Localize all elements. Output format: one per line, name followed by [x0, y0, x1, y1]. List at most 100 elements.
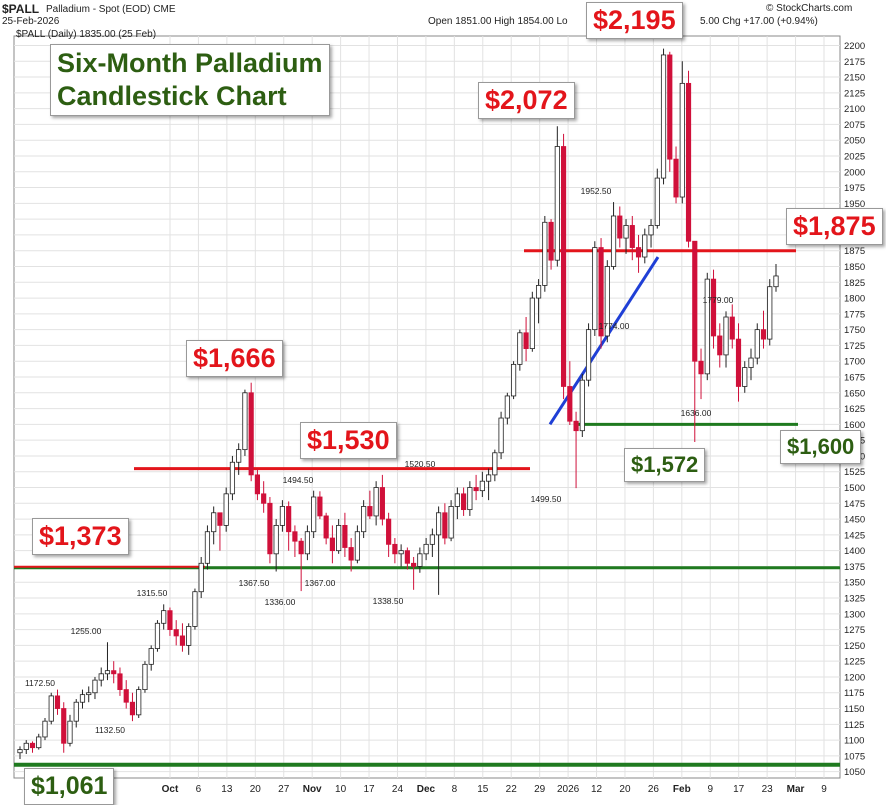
x-tick-label: 20	[250, 784, 262, 795]
ohlc-readout-tail: 5.00 Chg +17.00 (+0.94%)	[700, 16, 818, 27]
price-label: 1255.00	[71, 626, 102, 636]
y-tick-label: 1300	[844, 609, 865, 620]
candle-body	[598, 247, 604, 337]
candle-body	[354, 531, 360, 561]
x-tick-label: 15	[477, 784, 489, 795]
x-tick-label: 17	[363, 784, 375, 795]
x-tick-label: 6	[196, 784, 202, 795]
y-tick-label: 1875	[844, 246, 865, 257]
y-tick-label: 1725	[844, 341, 865, 352]
candle-body	[423, 543, 429, 555]
candle-body	[448, 506, 454, 539]
candle-body	[742, 367, 748, 387]
plot-area	[13, 35, 841, 779]
candle-body	[104, 670, 111, 675]
candle-body	[679, 82, 685, 198]
y-tick-label: 1850	[844, 262, 865, 273]
stockcharts-watermark: © StockCharts.com	[766, 3, 853, 14]
x-tick-label: 20	[619, 784, 631, 795]
callout-1061: $1,061	[24, 768, 115, 805]
candle-body	[560, 146, 567, 387]
price-label: 1779.00	[703, 295, 734, 305]
price-label: 1494.50	[283, 475, 314, 485]
candle-body	[229, 461, 236, 495]
candle-body	[361, 506, 367, 533]
y-tick-label: 2200	[844, 41, 865, 52]
candle-body	[479, 480, 485, 492]
candle-body	[429, 534, 435, 545]
y-tick-label: 1225	[844, 657, 865, 668]
candle-body	[579, 379, 585, 432]
candle-body	[192, 591, 198, 627]
candle-body	[92, 679, 98, 694]
y-tick-label: 1075	[844, 751, 865, 762]
x-tick-label: 23	[762, 784, 774, 795]
candle-body	[73, 701, 79, 722]
candle-body	[329, 537, 335, 552]
legend-line: $PALL (Daily) 1835.00 (25 Feb)	[16, 29, 157, 40]
candle-body	[592, 247, 598, 331]
x-tick-label: 10	[335, 784, 347, 795]
candle-body	[273, 525, 279, 555]
symbol-description: Palladium - Spot (EOD) CME	[46, 4, 176, 15]
candle-body	[523, 332, 529, 349]
callout-1666: $1,666	[186, 340, 283, 377]
candle-body	[710, 278, 717, 337]
candle-body	[417, 553, 423, 567]
y-tick-label: 1975	[844, 183, 865, 194]
candle-body	[161, 610, 167, 624]
candle-body	[136, 689, 142, 716]
candle-body	[279, 506, 285, 526]
y-tick-label: 1050	[844, 767, 865, 778]
x-tick-label: 12	[591, 784, 603, 795]
candle-body	[323, 515, 329, 539]
x-tick-label: 24	[392, 784, 404, 795]
candle-body	[748, 357, 754, 368]
candle-body	[129, 701, 136, 716]
candle-body	[386, 518, 392, 545]
y-tick-label: 1100	[844, 736, 864, 747]
candle-body	[79, 694, 86, 703]
x-tick-label: 29	[534, 784, 546, 795]
y-tick-label: 1950	[844, 199, 865, 210]
y-tick-label: 1150	[844, 704, 864, 715]
candle-body	[436, 512, 442, 536]
y-tick-label: 2000	[844, 167, 865, 178]
candle-body	[198, 562, 204, 593]
candle-body	[554, 146, 560, 261]
y-tick-label: 1600	[844, 420, 865, 431]
candle-body	[23, 742, 29, 750]
x-tick-label: 26	[648, 784, 660, 795]
x-tick-label: 27	[278, 784, 290, 795]
y-tick-label: 2075	[844, 120, 865, 131]
y-tick-label: 1700	[844, 357, 865, 368]
candle-body	[186, 626, 192, 646]
y-tick-label: 1475	[844, 499, 865, 510]
x-tick-label: 2026	[557, 784, 580, 795]
callout-1600: $1,600	[780, 430, 862, 464]
x-tick-label: 9	[707, 784, 713, 795]
candle-body	[498, 417, 504, 454]
candle-body	[517, 332, 523, 365]
candle-body	[398, 550, 404, 555]
candle-body	[510, 363, 517, 397]
chart-date: 25-Feb-2026	[2, 16, 60, 27]
candle-body	[617, 215, 623, 239]
candle-body	[573, 420, 579, 432]
candle-body	[42, 720, 48, 738]
candle-body	[604, 266, 610, 337]
candle-body	[723, 316, 729, 356]
candle-body	[179, 635, 186, 646]
y-tick-label: 1675	[844, 373, 865, 384]
candle-body	[236, 449, 242, 463]
callout-1875: $1,875	[786, 208, 883, 245]
x-tick-label: 8	[452, 784, 458, 795]
y-tick-label: 1200	[844, 672, 865, 683]
candle-body	[729, 316, 735, 340]
candle-body	[267, 502, 273, 555]
candle-body	[98, 673, 104, 681]
candle-body	[217, 512, 223, 526]
y-tick-label: 1500	[844, 483, 865, 494]
candle-body	[698, 360, 704, 375]
